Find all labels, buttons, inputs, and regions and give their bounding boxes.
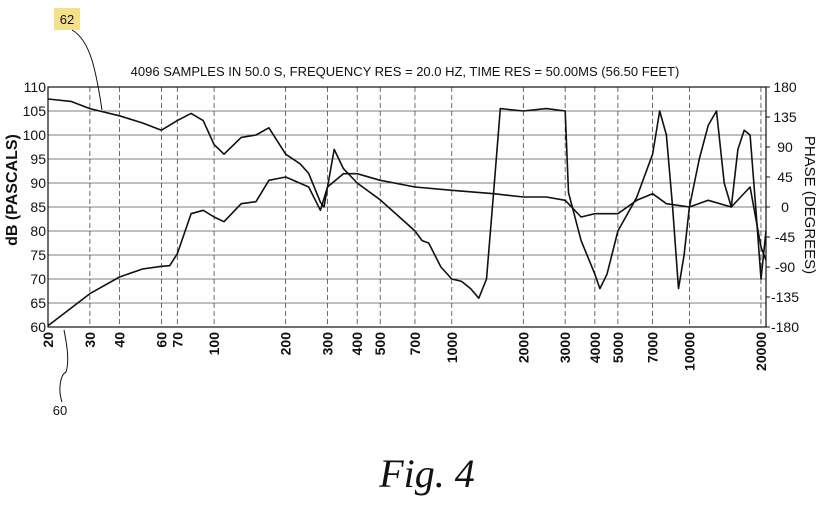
y-tick-label: 95 — [30, 151, 46, 167]
y-tick-label: 90 — [30, 175, 46, 191]
y2-tick-label: -180 — [771, 319, 799, 335]
y2-tick-label: 90 — [777, 139, 793, 155]
x-tick-label: 40 — [112, 332, 128, 348]
y-tick-label: 100 — [23, 127, 47, 143]
y-tick-label: 75 — [30, 247, 46, 263]
x-tick-label: 3000 — [557, 332, 573, 363]
annotation: 60 — [53, 403, 67, 418]
y2-tick-label: 135 — [773, 109, 797, 125]
x-tick-label: 200 — [278, 332, 294, 356]
y-tick-label: 110 — [24, 79, 47, 95]
x-tick-label: 60 — [153, 332, 169, 348]
x-tick-label: 70 — [169, 332, 185, 348]
x-tick-label: 700 — [407, 332, 423, 356]
y2-tick-label: 0 — [781, 199, 789, 215]
y-tick-label: 70 — [30, 271, 46, 287]
x-tick-label: 100 — [206, 332, 222, 356]
y-tick-label: 80 — [30, 223, 46, 239]
y-tick-label: 105 — [23, 103, 47, 119]
y2-tick-label: -135 — [771, 289, 799, 305]
data-line — [47, 172, 767, 327]
x-tick-label: 400 — [349, 332, 365, 356]
data-line — [47, 98, 767, 299]
x-tick-label: 7000 — [645, 332, 661, 363]
x-tick-label: 4000 — [587, 332, 603, 363]
y-tick-label: 65 — [30, 295, 46, 311]
x-tick-label: 5000 — [610, 332, 626, 363]
y-tick-label: 60 — [30, 319, 46, 335]
leader-line — [59, 329, 69, 403]
x-tick-label: 500 — [372, 332, 388, 356]
x-tick-label: 10000 — [681, 332, 697, 371]
y2-tick-label: 45 — [777, 169, 793, 185]
plot-frame — [47, 86, 767, 328]
x-tick-label: 2000 — [515, 332, 531, 363]
annotation: 62 — [60, 12, 74, 27]
y2-tick-label: -90 — [775, 259, 795, 275]
x-tick-label: 20000 — [753, 332, 769, 371]
leader-line — [71, 29, 103, 111]
y2-axis-label: PHASE (DEGREES) — [801, 136, 817, 274]
annotation-highlight — [54, 8, 80, 30]
x-tick-label: 300 — [320, 332, 336, 356]
chart-title: 4096 SAMPLES IN 50.0 S, FREQUENCY RES = … — [131, 64, 680, 79]
y2-tick-label: 180 — [773, 79, 797, 95]
x-tick-label: 30 — [82, 332, 98, 348]
x-tick-label: 1000 — [444, 332, 460, 363]
y-axis-label: dB (PASCALS) — [4, 134, 21, 246]
y2-tick-label: -45 — [775, 229, 795, 245]
y-tick-label: 85 — [30, 199, 46, 215]
figure-caption: Fig. 4 — [378, 451, 475, 496]
x-tick-label: 20 — [40, 332, 56, 348]
